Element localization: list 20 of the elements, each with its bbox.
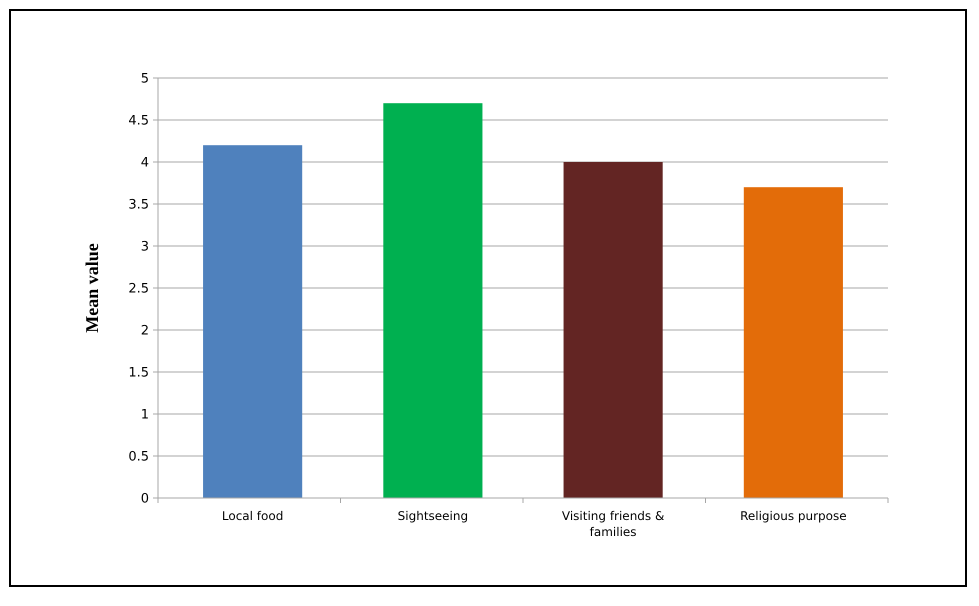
bar — [383, 103, 482, 498]
bar — [203, 145, 302, 498]
y-tick-label: 5 — [140, 72, 149, 87]
x-tick-label: Visiting friends & families — [562, 509, 664, 539]
y-axis-title: Mean value — [82, 243, 102, 333]
x-tick-label: Local food — [222, 509, 284, 523]
y-tick-label: 2.5 — [128, 282, 149, 297]
x-tick-label: Sightseeing — [398, 509, 468, 523]
y-tick-label: 0 — [140, 492, 149, 507]
y-tick-label: 3 — [140, 240, 149, 255]
y-tick-label: 4 — [140, 156, 149, 171]
y-tick-label: 1.5 — [128, 366, 149, 381]
y-tick-label: 3.5 — [128, 198, 149, 213]
bar — [564, 162, 663, 498]
y-tick-label: 0.5 — [128, 450, 149, 465]
y-tick-label: 2 — [140, 324, 149, 339]
x-tick-label: Religious purpose — [740, 509, 847, 523]
y-tick-label: 4.5 — [128, 114, 149, 129]
bar — [744, 187, 843, 498]
y-tick-label: 1 — [140, 408, 149, 423]
